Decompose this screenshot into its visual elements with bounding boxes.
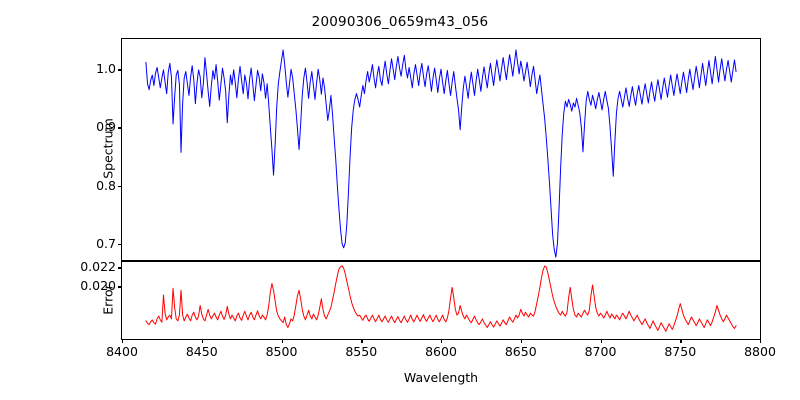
y-tick-label: 0.7 (96, 235, 116, 251)
x-axis-label: Wavelength (403, 370, 479, 385)
spectrum-line-plot (122, 39, 760, 260)
y-tick-mark (118, 185, 122, 187)
y-tick-label: 0.8 (96, 177, 116, 193)
x-tick-label: 8600 (425, 344, 457, 359)
spectrum-panel: 0.7 0.8 0.9 1.0 Spectrum (96, 38, 761, 261)
data-series-line (146, 266, 736, 332)
y-tick-label: 0.022 (80, 259, 116, 274)
x-tick-mark (600, 339, 602, 343)
x-tick-mark (122, 339, 124, 343)
y-tick-label: 1.0 (96, 60, 116, 76)
error-y-axis-label: Error (100, 283, 116, 315)
x-tick-label: 8700 (584, 344, 617, 359)
x-tick-mark (680, 339, 682, 343)
x-tick-mark (520, 339, 523, 343)
spectrum-y-axis-label: Spectrum (100, 117, 116, 179)
x-tick-mark (760, 339, 762, 343)
y-tick-mark (118, 69, 122, 71)
data-series-line (146, 50, 736, 257)
error-line-plot (122, 262, 760, 339)
y-tick-mark (118, 243, 122, 245)
y-tick-mark (118, 286, 122, 288)
y-tick-mark (118, 127, 122, 129)
y-tick-label: 0.9 (96, 119, 116, 135)
y-tick-label: 0.020 (80, 278, 116, 294)
x-tick-mark (441, 339, 443, 343)
x-tick-label: 8550 (345, 344, 378, 359)
y-tick-mark (118, 267, 122, 269)
x-tick-label: 8800 (744, 344, 776, 359)
x-tick-label: 8650 (504, 344, 537, 359)
x-tick-mark (201, 339, 204, 343)
x-tick-label: 8750 (664, 344, 697, 359)
x-tick-label: 8450 (185, 344, 218, 359)
page-title: 20090306_0659m43_056 (311, 14, 489, 30)
error-panel: 0.020 0.022 8400 8450 8500 8550 8600 8650 8700 8… (80, 260, 776, 357)
x-tick-mark (281, 339, 283, 343)
x-tick-mark (361, 339, 363, 343)
x-tick-label: 8500 (265, 344, 298, 359)
x-tick-label: 8400 (106, 344, 138, 359)
